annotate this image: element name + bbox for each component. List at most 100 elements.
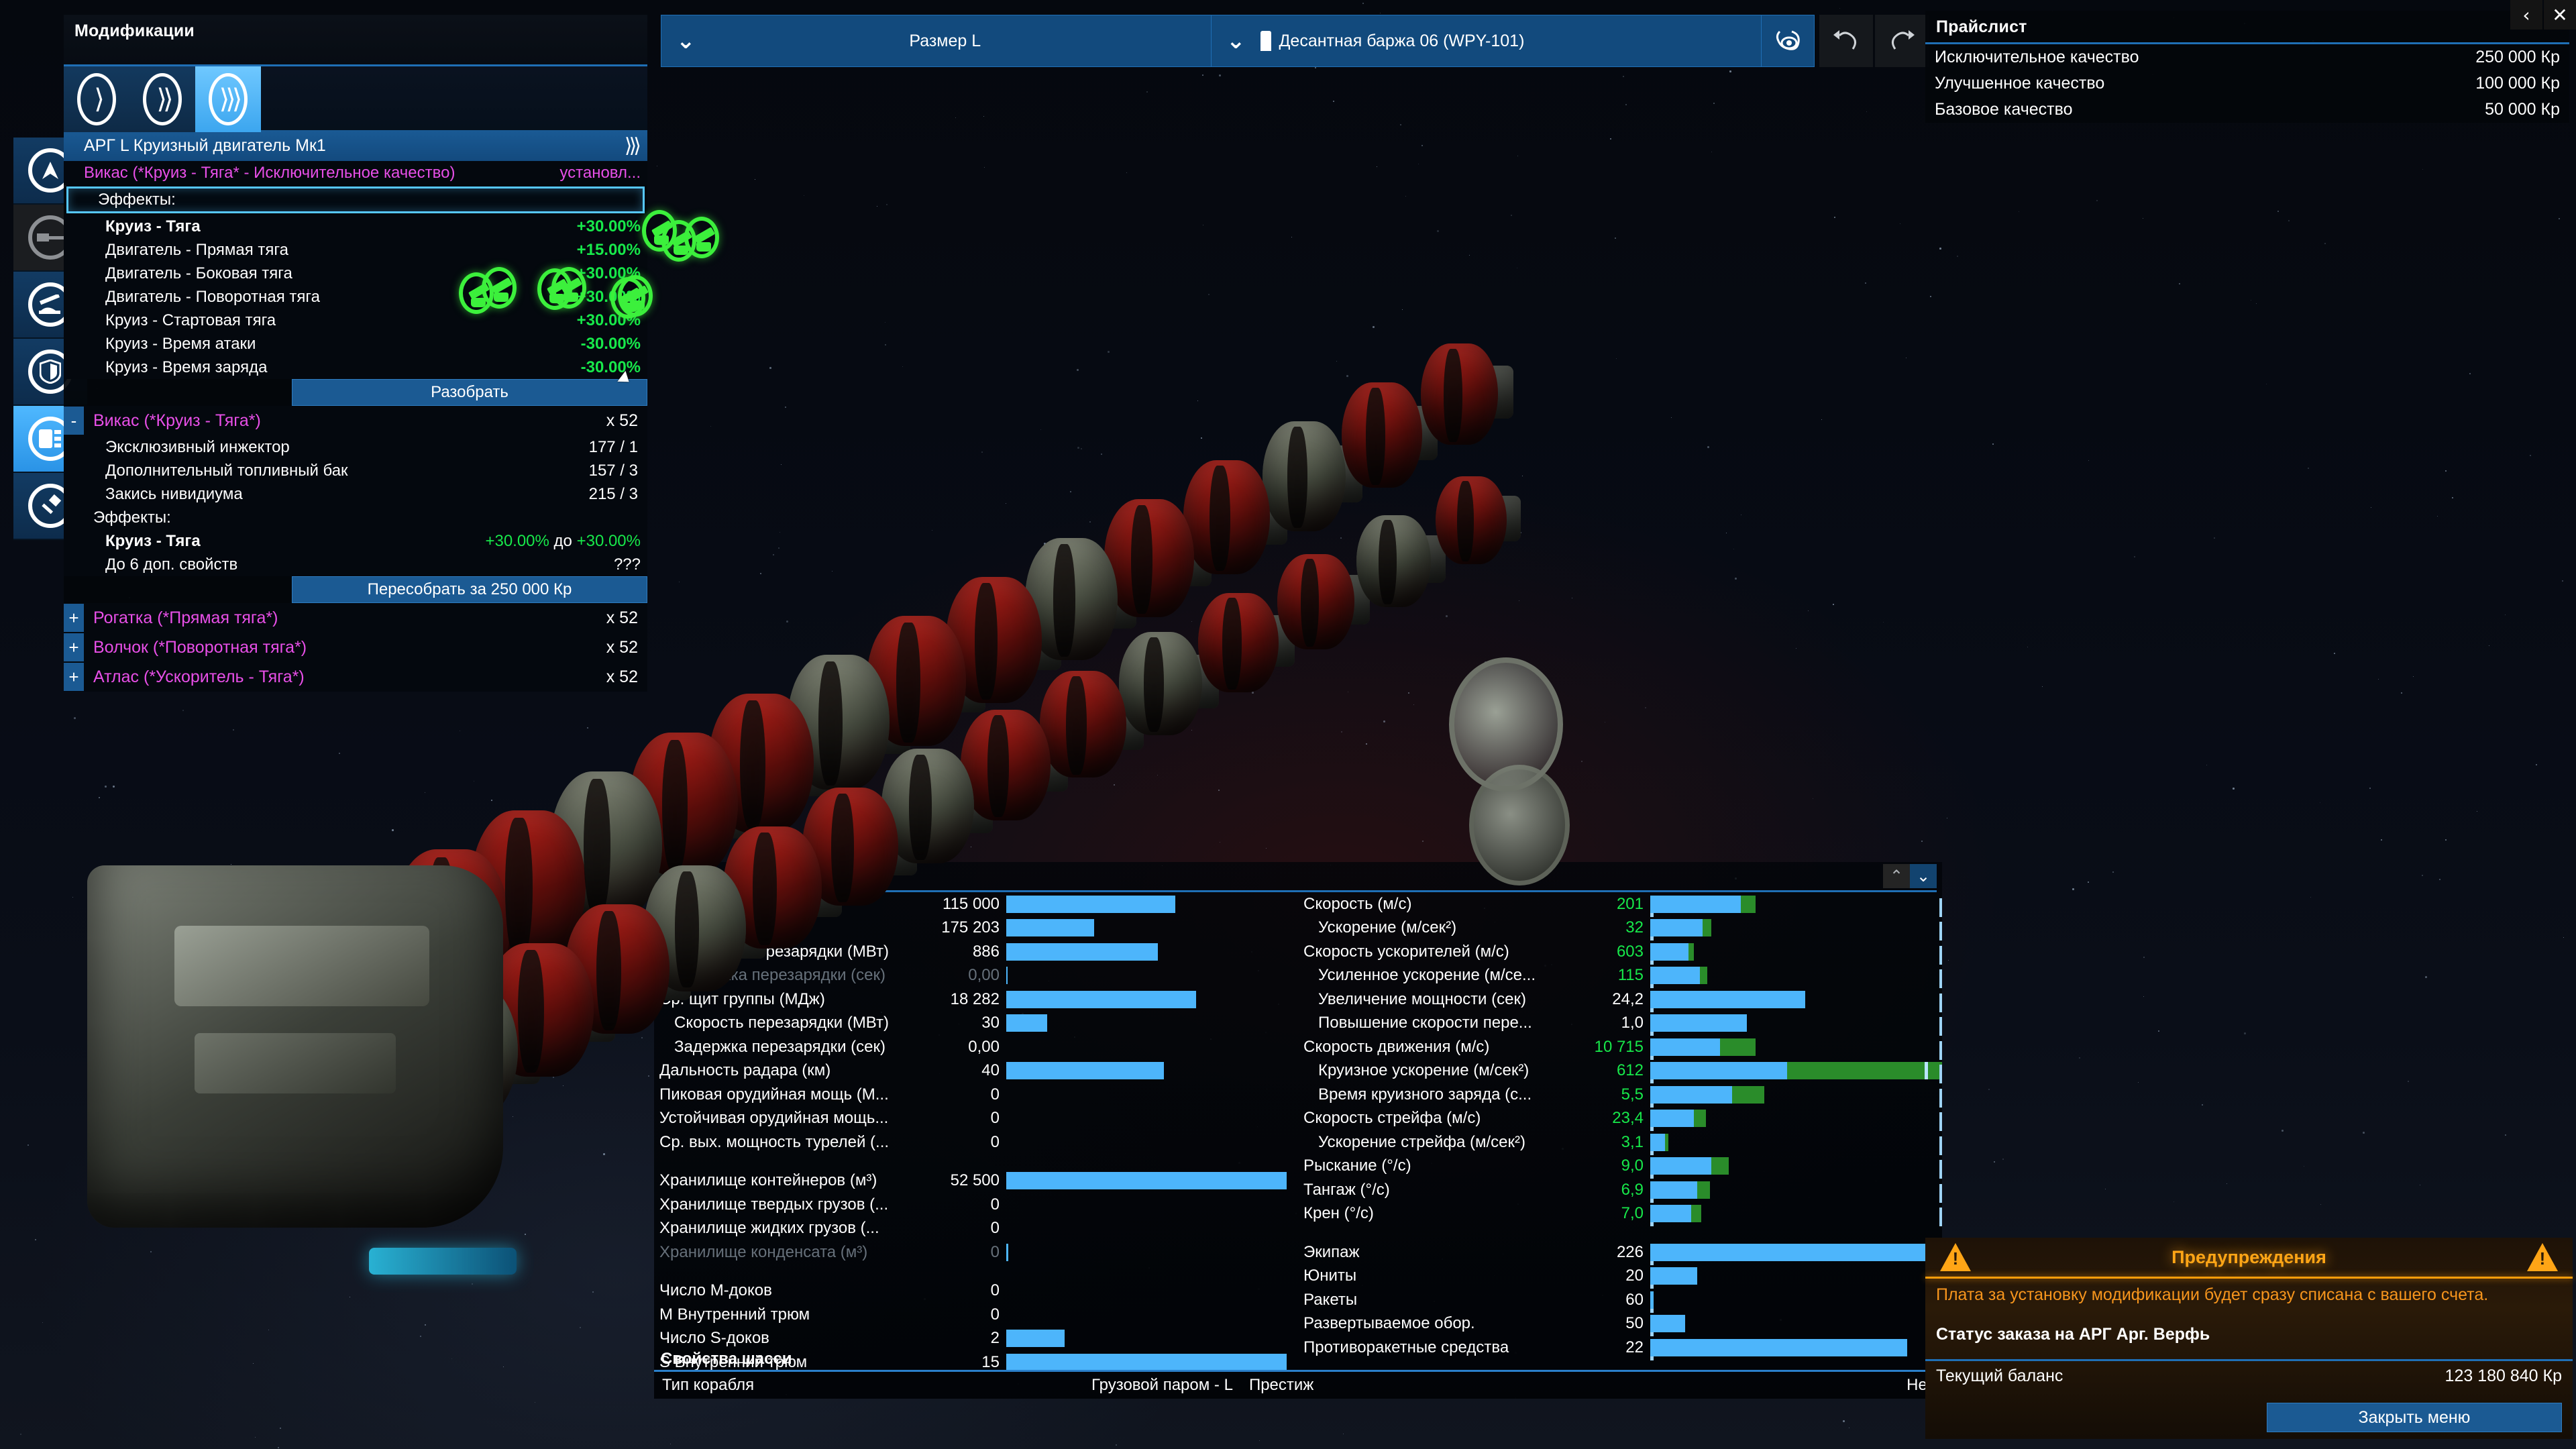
stat-bar <box>1006 1134 1298 1151</box>
stat-label: Хранилище конденсата (м³) <box>654 1243 919 1262</box>
selected-module-row[interactable]: АРГ L Круизный двигатель Мк1 ⟩⟩⟩ <box>64 130 647 161</box>
stat-value: 603 <box>1563 943 1650 961</box>
stat-bar-base <box>1650 1038 1720 1056</box>
stat-label: Ср. вых. мощность турелей (... <box>654 1133 919 1152</box>
mod-group-row[interactable]: + Рогатка (*Прямая тяга*) x 52 <box>64 603 647 633</box>
stat-value: 115 000 <box>919 895 1006 914</box>
mod-tier-1-icon[interactable]: ⟩ <box>64 66 129 132</box>
balance-value: 123 180 840 Кр <box>2445 1366 2562 1386</box>
pricelist-row: Базовое качество 50 000 Кр <box>1925 97 2569 123</box>
stat-bar-bonus <box>1732 1086 1764 1104</box>
stat-bar-base <box>1650 1291 1654 1309</box>
stat-label: Скорость движения (м/с) <box>1298 1038 1563 1057</box>
expand-toggle[interactable]: + <box>64 663 84 691</box>
scroll-up-button[interactable]: ⌃ <box>1883 864 1910 888</box>
effect-row: Круиз - Время атаки -30.00% <box>64 332 647 356</box>
stat-label: Крен (°/с) <box>1298 1204 1563 1223</box>
stat-bar <box>1650 1291 1942 1309</box>
size-selector[interactable]: ⌄ Размер L <box>661 15 1221 67</box>
row-end-tick <box>1939 994 1942 1012</box>
tier2-glyph: ⟩⟩ <box>143 73 182 125</box>
close-icon: ✕ <box>2552 4 2567 26</box>
stat-value: 0,00 <box>919 966 1006 985</box>
stat-label: М Внутренний трюм <box>654 1305 919 1324</box>
stat-value: 226 <box>1563 1243 1650 1262</box>
stat-bar-bonus <box>1787 1062 1942 1079</box>
redo-icon[interactable] <box>1875 15 1929 67</box>
effect-value: -30.00% <box>581 358 641 377</box>
effect-row: Круиз - Тяга +30.00% <box>64 215 647 238</box>
scroll-down-button[interactable]: ⌄ <box>1910 864 1937 888</box>
stat-bar <box>1006 1244 1298 1261</box>
stat-bar <box>1006 1282 1298 1299</box>
effect-name: Круиз - Тяга <box>105 217 201 236</box>
back-icon: ‹ <box>2522 4 2530 26</box>
material-value: 177 / 1 <box>589 438 638 457</box>
stat-row: Экипаж 226 <box>1298 1240 1942 1265</box>
effect-name: Двигатель - Боковая тяга <box>105 264 292 283</box>
stat-row: М Внутренний трюм 0 <box>654 1303 1298 1327</box>
mod-group-row[interactable]: + Волчок (*Поворотная тяга*) x 52 <box>64 633 647 662</box>
stat-bar-base <box>1006 1014 1047 1032</box>
stat-spacer <box>654 1155 1298 1169</box>
stat-row: Задержка перезарядки (сек) 0,00 <box>654 1035 1298 1059</box>
chassis-properties: Свойства шасси Тип корабля Грузовой паро… <box>654 1348 1942 1399</box>
row-end-tick <box>1939 1065 1942 1083</box>
stat-value: 2 <box>919 1329 1006 1348</box>
mod-group-row[interactable]: + Атлас (*Ускоритель - Тяга*) x 52 <box>64 662 647 692</box>
stat-row: Тангаж (°/с) 6,9 <box>1298 1178 1942 1202</box>
stat-row: Пиковая орудийная мощь (М... 0 <box>654 1083 1298 1107</box>
mod-group-row-expanded[interactable]: - Викас (*Круиз - Тяга*) x 52 <box>64 406 647 435</box>
ship-selector[interactable]: ⌄ Десантная баржа 06 (WPY-101) <box>1211 15 1801 67</box>
back-button[interactable]: ‹ <box>2510 0 2542 30</box>
tier3-glyph: ⟩⟩⟩ <box>209 73 248 125</box>
warnings-title: Предупреждения <box>2171 1247 2326 1268</box>
visibility-icon[interactable] <box>1761 15 1815 67</box>
close-button[interactable]: ✕ <box>2544 0 2576 30</box>
material-name: Дополнительный топливный бак <box>105 462 348 480</box>
stat-bar-base <box>1650 1205 1691 1222</box>
balance-row: Текущий баланс 123 180 840 Кр <box>1925 1361 2573 1391</box>
stat-label: Ускорение стрейфа (м/сек²) <box>1298 1133 1563 1152</box>
effect-name: Круиз - Время заряда <box>105 358 267 377</box>
collapse-toggle[interactable]: - <box>64 407 84 435</box>
undo-icon[interactable] <box>1819 15 1873 67</box>
page-title: Модификации <box>64 15 647 46</box>
stat-bar <box>1650 1157 1942 1175</box>
stat-row: Хранилище твердых грузов (... 0 <box>654 1193 1298 1217</box>
pricelist-value: 250 000 Кр <box>2475 48 2560 67</box>
mod-tier-3-icon[interactable]: ⟩⟩⟩ <box>195 66 261 132</box>
stat-bar <box>1006 967 1298 984</box>
stat-bar-bonus <box>1700 967 1707 984</box>
stat-value: 50 <box>1563 1314 1650 1333</box>
effects-header-label: Эффекты: <box>98 191 176 209</box>
stat-bar <box>1006 1306 1298 1324</box>
stat-label: Ракеты <box>1298 1291 1563 1309</box>
stat-row: Дальность радара (км) 40 <box>654 1059 1298 1083</box>
stat-value: 115 <box>1563 966 1650 985</box>
stat-bar <box>1650 1267 1942 1285</box>
effect-name: Круиз - Стартовая тяга <box>105 311 276 330</box>
stat-bar <box>1006 1038 1298 1056</box>
stat-label: Дальность радара (км) <box>654 1061 919 1080</box>
stat-bar-bonus <box>1697 1181 1711 1199</box>
installed-mod-row[interactable]: Викас (*Круиз - Тяга* - Исключительное к… <box>64 161 647 185</box>
stat-bar <box>1006 896 1298 913</box>
chevron-down-icon: ⌄ <box>661 28 710 54</box>
stat-bar <box>1650 1134 1942 1151</box>
stat-bar-base <box>1650 919 1703 936</box>
material-name: Закись нивидиума <box>105 485 243 504</box>
chassis-ship-type-label: Тип корабля <box>662 1376 1091 1395</box>
disassemble-button[interactable]: Разобрать <box>292 379 647 406</box>
close-menu-button[interactable]: Закрыть меню <box>2267 1403 2562 1432</box>
expand-toggle[interactable]: + <box>64 604 84 632</box>
stat-bar-base <box>1650 967 1700 984</box>
expand-toggle[interactable]: + <box>64 633 84 661</box>
stat-value: 886 <box>919 943 1006 961</box>
size-selector-label: Размер L <box>710 32 1221 51</box>
effects-header-highlighted[interactable]: Эффекты: <box>66 186 645 213</box>
reroll-button[interactable]: Пересобрать за 250 000 Кр <box>292 576 647 603</box>
stat-bar-base <box>1006 1244 1008 1261</box>
row-end-tick <box>1939 1160 1942 1179</box>
mod-tier-2-icon[interactable]: ⟩⟩ <box>129 66 195 132</box>
